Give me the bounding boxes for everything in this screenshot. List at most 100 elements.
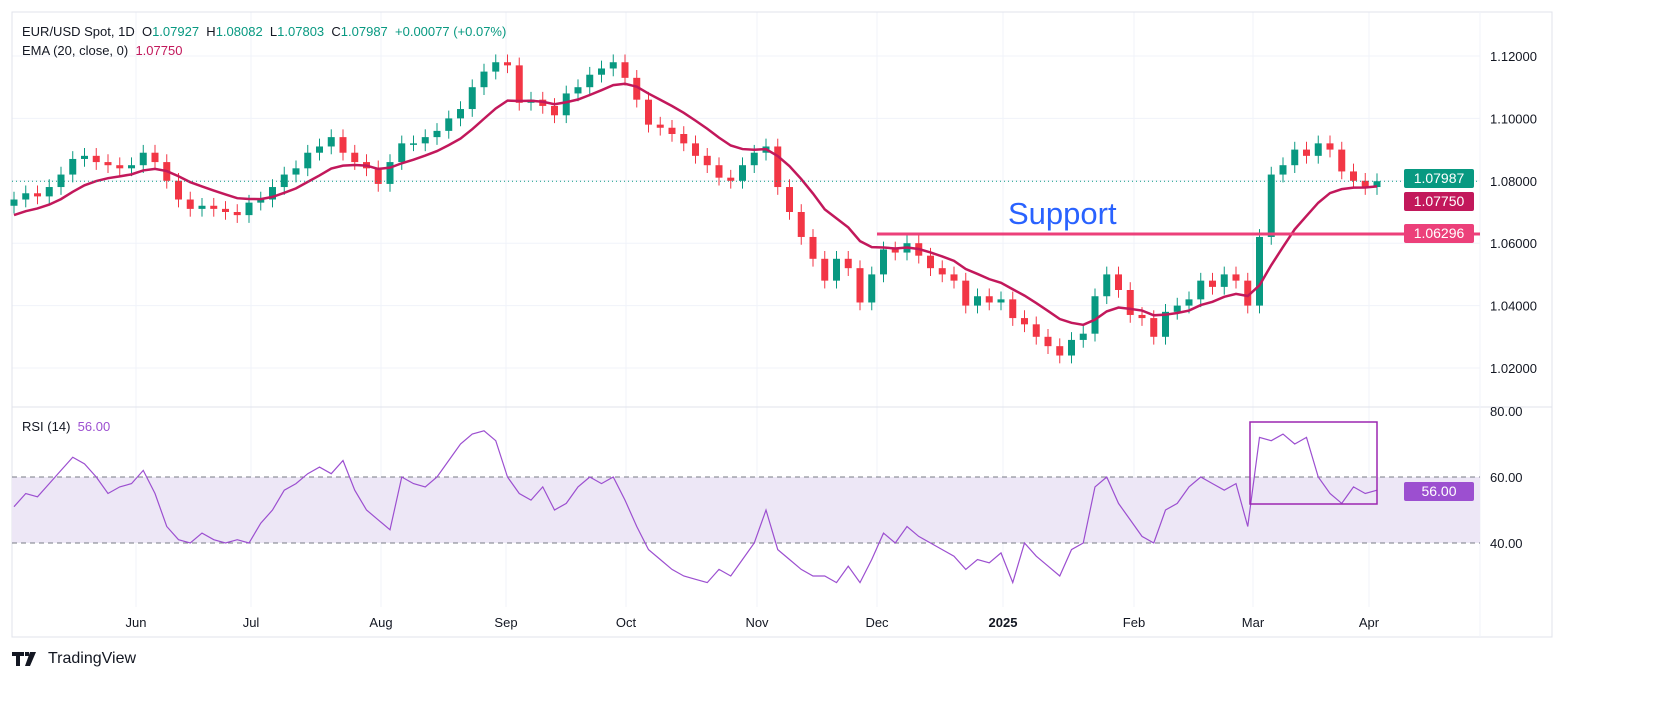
- candle-body: [1256, 236, 1263, 306]
- candle-body: [327, 137, 335, 147]
- candle: [128, 157, 135, 177]
- candle: [1220, 266, 1228, 295]
- candle-body: [398, 143, 406, 163]
- candle: [844, 251, 852, 276]
- candle: [1314, 135, 1322, 164]
- price-axis[interactable]: 1.12000 1.10000 1.08000 1.06000 1.04000 1.020…: [1490, 49, 1537, 551]
- candle-body: [692, 143, 699, 156]
- candle: [1009, 291, 1017, 326]
- candle: [868, 266, 876, 311]
- time-tick-label: Jul: [243, 615, 260, 630]
- candle: [727, 169, 735, 189]
- candle: [1373, 173, 1381, 195]
- candle-body: [645, 99, 652, 125]
- candle-body: [339, 137, 347, 153]
- candle: [985, 288, 993, 311]
- candle: [891, 241, 899, 261]
- ema-label: EMA (20, close, 0): [22, 43, 129, 58]
- symbol-title: EUR/USD Spot, 1D: [22, 24, 135, 39]
- candle-body: [1220, 274, 1228, 287]
- time-tick-label: Oct: [616, 615, 637, 630]
- candle-body: [269, 187, 276, 200]
- candle-body: [433, 130, 441, 138]
- candle-body: [974, 296, 981, 306]
- candle-body: [1303, 149, 1310, 156]
- candle-body: [45, 187, 53, 197]
- candle-body: [574, 87, 582, 94]
- candle-body: [210, 205, 218, 209]
- rsi-tick-label: 60.00: [1490, 470, 1523, 485]
- candle: [1044, 329, 1052, 354]
- candle-body: [92, 155, 100, 163]
- candle-body: [856, 268, 864, 303]
- candle-body: [633, 77, 641, 100]
- candle: [739, 157, 746, 189]
- candle-body: [891, 249, 899, 253]
- candle-body: [116, 165, 124, 169]
- candle: [339, 129, 347, 161]
- change-value: +0.00077 (+0.07%): [395, 24, 507, 39]
- candle-body: [598, 68, 605, 75]
- candle: [1209, 272, 1216, 295]
- candle-body: [351, 152, 359, 163]
- price-tick-label: 1.08000: [1490, 174, 1537, 189]
- candle: [586, 66, 594, 95]
- candle-body: [844, 258, 852, 269]
- candle: [186, 191, 194, 217]
- candle-body: [833, 258, 840, 281]
- time-tick-label: Aug: [369, 615, 392, 630]
- rsi-highlight-box[interactable]: [1249, 421, 1378, 505]
- candle: [304, 144, 312, 177]
- price-tick-label: 1.06000: [1490, 236, 1537, 251]
- candle-body: [186, 199, 194, 209]
- candle: [1103, 266, 1111, 305]
- candle: [175, 173, 182, 208]
- candle-body: [1079, 333, 1087, 340]
- candle: [69, 151, 77, 183]
- candle: [515, 57, 523, 111]
- candle-body: [1103, 274, 1111, 297]
- candle-body: [292, 168, 300, 175]
- candle-body: [1162, 311, 1169, 337]
- candle-body: [81, 155, 88, 159]
- candle-body: [1338, 149, 1346, 172]
- candle-body: [139, 152, 147, 166]
- candle: [938, 260, 946, 283]
- rsi-tick-label: 40.00: [1490, 536, 1523, 551]
- time-tick-label: Apr: [1359, 615, 1380, 630]
- high-label: H: [206, 24, 216, 39]
- time-axis[interactable]: Jun Jul Aug Sep Oct Nov Dec 2025 Feb Mar Apr: [126, 615, 1380, 630]
- ema-legend: EMA (20, close, 0) 1.07750: [22, 43, 182, 58]
- tradingview-logo[interactable]: TradingView: [12, 650, 136, 668]
- candle-body: [1326, 143, 1334, 150]
- candle-body: [1009, 299, 1017, 319]
- candle-body: [1150, 318, 1158, 337]
- candle: [316, 138, 323, 161]
- candle-body: [927, 255, 934, 269]
- candle: [492, 54, 500, 80]
- candle-body: [868, 274, 876, 303]
- candle-body: [1373, 181, 1381, 188]
- candle: [104, 154, 112, 173]
- candle-body: [1279, 165, 1287, 175]
- candle-body: [504, 62, 511, 66]
- candle-body: [515, 65, 523, 103]
- candle: [621, 54, 629, 86]
- candle-body: [1291, 149, 1299, 166]
- open-value: 1.07927: [152, 24, 200, 39]
- candle: [680, 126, 688, 152]
- rsi-value-badge: 56.00: [1404, 482, 1474, 501]
- candle: [1361, 173, 1369, 195]
- candle: [774, 138, 782, 195]
- candle: [116, 157, 124, 177]
- candle-body: [797, 212, 805, 237]
- candle: [269, 179, 276, 208]
- rsi-band: [12, 476, 1480, 544]
- candle: [10, 191, 18, 214]
- support-annotation[interactable]: Support: [1008, 196, 1117, 231]
- candle: [327, 129, 335, 155]
- candle: [1303, 141, 1310, 164]
- candle-body: [1068, 339, 1075, 356]
- rsi-line: [13, 430, 1378, 585]
